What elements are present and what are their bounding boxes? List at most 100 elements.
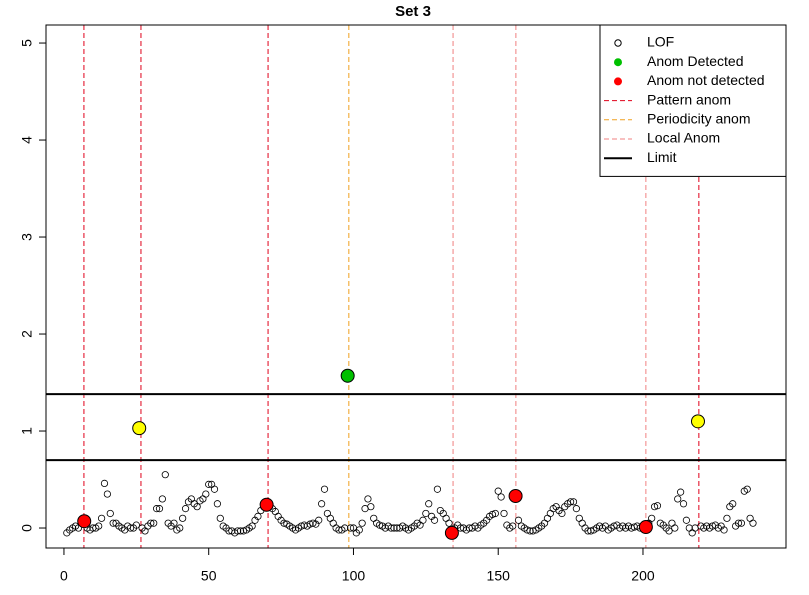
lof-point xyxy=(367,503,375,511)
lof-point xyxy=(720,526,728,534)
lof-point xyxy=(318,500,326,508)
lof-point xyxy=(341,524,349,532)
anomaly-point xyxy=(508,489,523,504)
lof-point xyxy=(419,516,427,524)
anomaly-point xyxy=(638,520,653,535)
lof-point xyxy=(514,516,523,524)
x-tick-label: 100 xyxy=(342,568,366,584)
lof-point xyxy=(109,519,117,527)
lof-point xyxy=(430,516,439,524)
lof-point xyxy=(300,521,308,529)
lof-point xyxy=(236,527,245,535)
lof-point xyxy=(746,514,754,522)
lof-point xyxy=(126,524,135,532)
anomaly-point xyxy=(444,525,459,540)
lof-point xyxy=(677,488,685,496)
lof-point xyxy=(442,514,450,522)
legend-symbol xyxy=(614,39,622,47)
y-tick-label: 2 xyxy=(19,330,35,338)
lof-point xyxy=(723,514,731,522)
lof-point xyxy=(297,522,305,530)
lof-point xyxy=(315,516,323,524)
legend-symbol xyxy=(614,58,622,67)
lof-point xyxy=(523,526,531,534)
lof-point xyxy=(688,529,696,537)
lof-point xyxy=(234,527,242,535)
lof-point xyxy=(543,514,552,522)
legend-label: Limit xyxy=(647,149,677,165)
lof-point xyxy=(176,524,184,532)
legend-label: Anom Detected xyxy=(647,53,744,69)
lof-point xyxy=(668,519,676,527)
lof-point xyxy=(132,521,140,529)
lof-point xyxy=(202,490,210,498)
lof-point xyxy=(558,509,566,518)
lof-point xyxy=(364,495,372,503)
legend-symbol xyxy=(614,77,622,86)
lof-point xyxy=(97,514,106,522)
lof-point xyxy=(306,520,314,528)
lof-point xyxy=(346,524,355,532)
y-tick-label: 3 xyxy=(19,233,35,241)
anomaly-point xyxy=(77,514,92,529)
lof-point xyxy=(737,519,746,527)
lof-point xyxy=(152,505,161,513)
lof-point xyxy=(95,522,103,530)
lof-point xyxy=(422,509,430,518)
lof-point xyxy=(329,519,337,527)
lof-point xyxy=(682,516,691,524)
lof-point xyxy=(150,519,158,527)
lof-point xyxy=(509,522,517,530)
lof-point xyxy=(572,505,580,513)
lof-point xyxy=(445,519,453,527)
plot-frame xyxy=(45,24,787,549)
lof-point xyxy=(103,490,111,498)
lof-point xyxy=(387,524,395,532)
lof-point xyxy=(674,495,682,503)
anomaly-point xyxy=(340,368,355,383)
lof-point xyxy=(567,498,575,506)
lof-point xyxy=(648,514,656,522)
lof-point xyxy=(569,498,578,506)
lof-point xyxy=(375,521,384,529)
legend-label: Pattern anom xyxy=(647,91,731,107)
lof-point xyxy=(546,509,554,518)
lof-point xyxy=(679,500,688,508)
anomaly-point xyxy=(690,414,705,429)
lof-point xyxy=(491,509,499,518)
lof-point xyxy=(578,519,586,527)
lof-point xyxy=(161,471,169,479)
lof-point xyxy=(749,519,757,527)
lof-point xyxy=(425,500,433,508)
lof-point xyxy=(155,505,164,513)
lof-point xyxy=(650,503,659,511)
lof-point xyxy=(170,519,178,527)
y-tick-label: 4 xyxy=(19,136,35,144)
lof-point xyxy=(743,485,751,493)
legend-label: Periodicity anom xyxy=(647,111,751,127)
lof-point xyxy=(216,514,224,522)
lof-point xyxy=(355,526,363,534)
lof-point xyxy=(575,514,583,522)
lof-point xyxy=(488,510,497,519)
lof-point xyxy=(100,479,109,488)
anomaly-point xyxy=(259,497,274,512)
lof-point xyxy=(213,500,221,508)
lof-point xyxy=(326,514,334,522)
lof-point xyxy=(248,522,256,530)
lof-point xyxy=(587,527,595,535)
lof-point xyxy=(494,487,502,495)
lof-point xyxy=(500,509,508,518)
chart-title: Set 3 xyxy=(395,3,431,20)
lof-point xyxy=(526,527,534,535)
y-tick-label: 0 xyxy=(19,524,35,532)
lof-point xyxy=(309,519,317,527)
lof-point xyxy=(433,485,442,493)
y-tick-label: 5 xyxy=(19,39,35,47)
lof-point xyxy=(497,493,505,501)
lof-point xyxy=(147,519,155,527)
lof-point xyxy=(734,519,743,527)
y-tick-label: 1 xyxy=(19,427,35,435)
lof-point xyxy=(370,514,378,522)
x-tick-label: 0 xyxy=(60,568,68,584)
